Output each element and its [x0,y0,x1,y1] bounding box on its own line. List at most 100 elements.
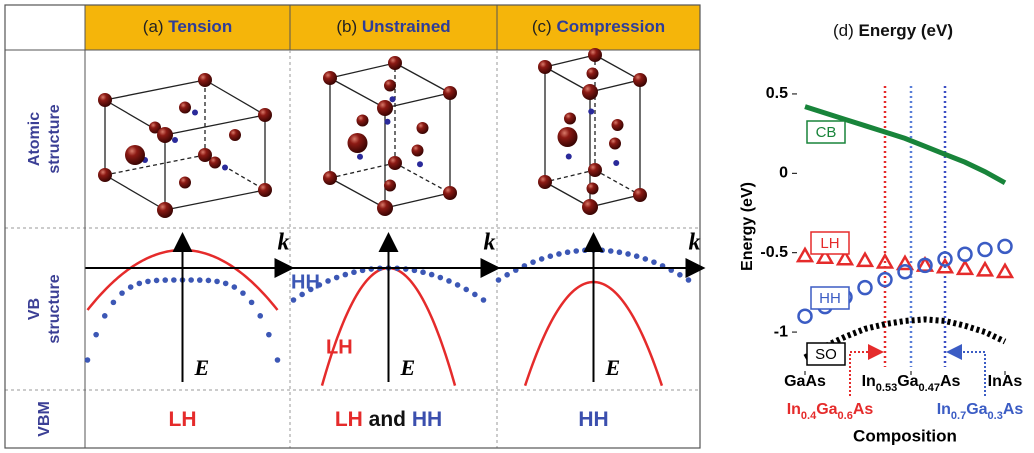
crystal-edge [395,163,450,193]
figure: (a) Tension (b) Unstrained (c) Compression… [0,0,1034,453]
hh-marker [859,281,872,294]
atom [417,122,429,134]
hh-marker [959,248,972,261]
atom [98,168,112,182]
k-label: k [484,230,496,256]
text-part: structure [46,104,63,173]
hh-band-dot [472,292,478,298]
column-header: (a) Tension [143,17,232,36]
atom [588,48,602,62]
hh-band-dot [275,357,281,363]
crystal-edge [545,170,595,182]
hh-band-dot [651,259,657,265]
hh-marker [999,240,1012,253]
crystal-edge [105,175,165,210]
x-axis-label: Composition [853,426,957,445]
series-label: CB [816,124,837,141]
annotation: In0.7Ga0.3As [937,401,1024,422]
lh-label: LH [326,336,353,358]
x-tick-label: GaAs [784,373,826,390]
column-header: (b) Unstrained [336,17,450,36]
hh-band-dot [504,272,510,278]
atom [588,163,602,177]
hh-band-dot [325,278,331,284]
hh-band-dot [677,272,683,278]
hh-band-dot [530,259,536,265]
crystal-edge [165,115,265,135]
hh-band-dot [102,313,108,319]
atom [157,202,173,218]
lh-marker [958,262,972,274]
text-part: HH [412,408,442,431]
k-label: k [278,230,290,256]
hh-band-dot [481,297,487,303]
atom [323,171,337,185]
atom [157,127,173,143]
hh-band-dot [351,269,357,275]
hh-band-dot [266,332,272,338]
hh-band-dot [334,275,340,281]
lh-marker [978,263,992,275]
crystal-edge [105,155,205,175]
atom [377,200,393,216]
atom [612,119,624,131]
text-part: (d) [833,21,854,40]
hh-band-dot [119,290,125,296]
atom [384,180,396,192]
crystal-edge [595,55,640,80]
column-header: (c) Compression [532,17,665,36]
x-tick-label: InAs [988,373,1023,390]
hh-marker [799,310,812,323]
hh-band-dot [573,248,579,254]
hh-marker [899,265,912,278]
hh-band-dot [625,251,631,257]
crystal-edge [385,193,450,208]
atom [179,102,191,114]
hh-band-dot [93,332,99,338]
e-label: E [400,355,416,380]
hh-band-dot [257,313,263,319]
atom [609,138,621,150]
atom [443,86,457,100]
atom-small [222,165,228,171]
hh-band-dot [249,300,255,306]
series-label: HH [819,290,841,307]
vbm-value: HH [578,408,608,431]
hh-band-dot [137,281,143,287]
series-line [805,107,1005,183]
atom [582,84,598,100]
hh-band-dot [85,357,91,363]
text-part: VB [26,298,43,320]
text-part: (c) [532,17,552,36]
hh-band-dot [240,290,246,296]
text-part: Tension [168,17,232,36]
atom-small [385,119,391,125]
text-part: Unstrained [362,17,451,36]
hh-band-dot [128,284,134,290]
atom [633,188,647,202]
atom [538,175,552,189]
crystal-edge [330,78,385,108]
y-tick-label: -0.5 [760,244,788,261]
hh-band-dot [608,248,614,254]
atom [98,93,112,107]
atom-small [192,110,198,116]
hh-band-dot [582,247,588,253]
hh-band-dot [232,284,238,290]
atom [582,199,598,215]
hh-band-dot [438,275,444,281]
atom [198,73,212,87]
hh-band-dot [634,253,640,259]
atom [388,156,402,170]
hh-band-dot [343,272,349,278]
hh-marker [979,243,992,256]
atom [633,73,647,87]
text-part: and [369,408,406,431]
atom [538,60,552,74]
hh-label: HH [291,271,320,293]
hh-band-dot [145,279,151,285]
crystal-edge [395,63,450,93]
e-label: E [605,355,621,380]
